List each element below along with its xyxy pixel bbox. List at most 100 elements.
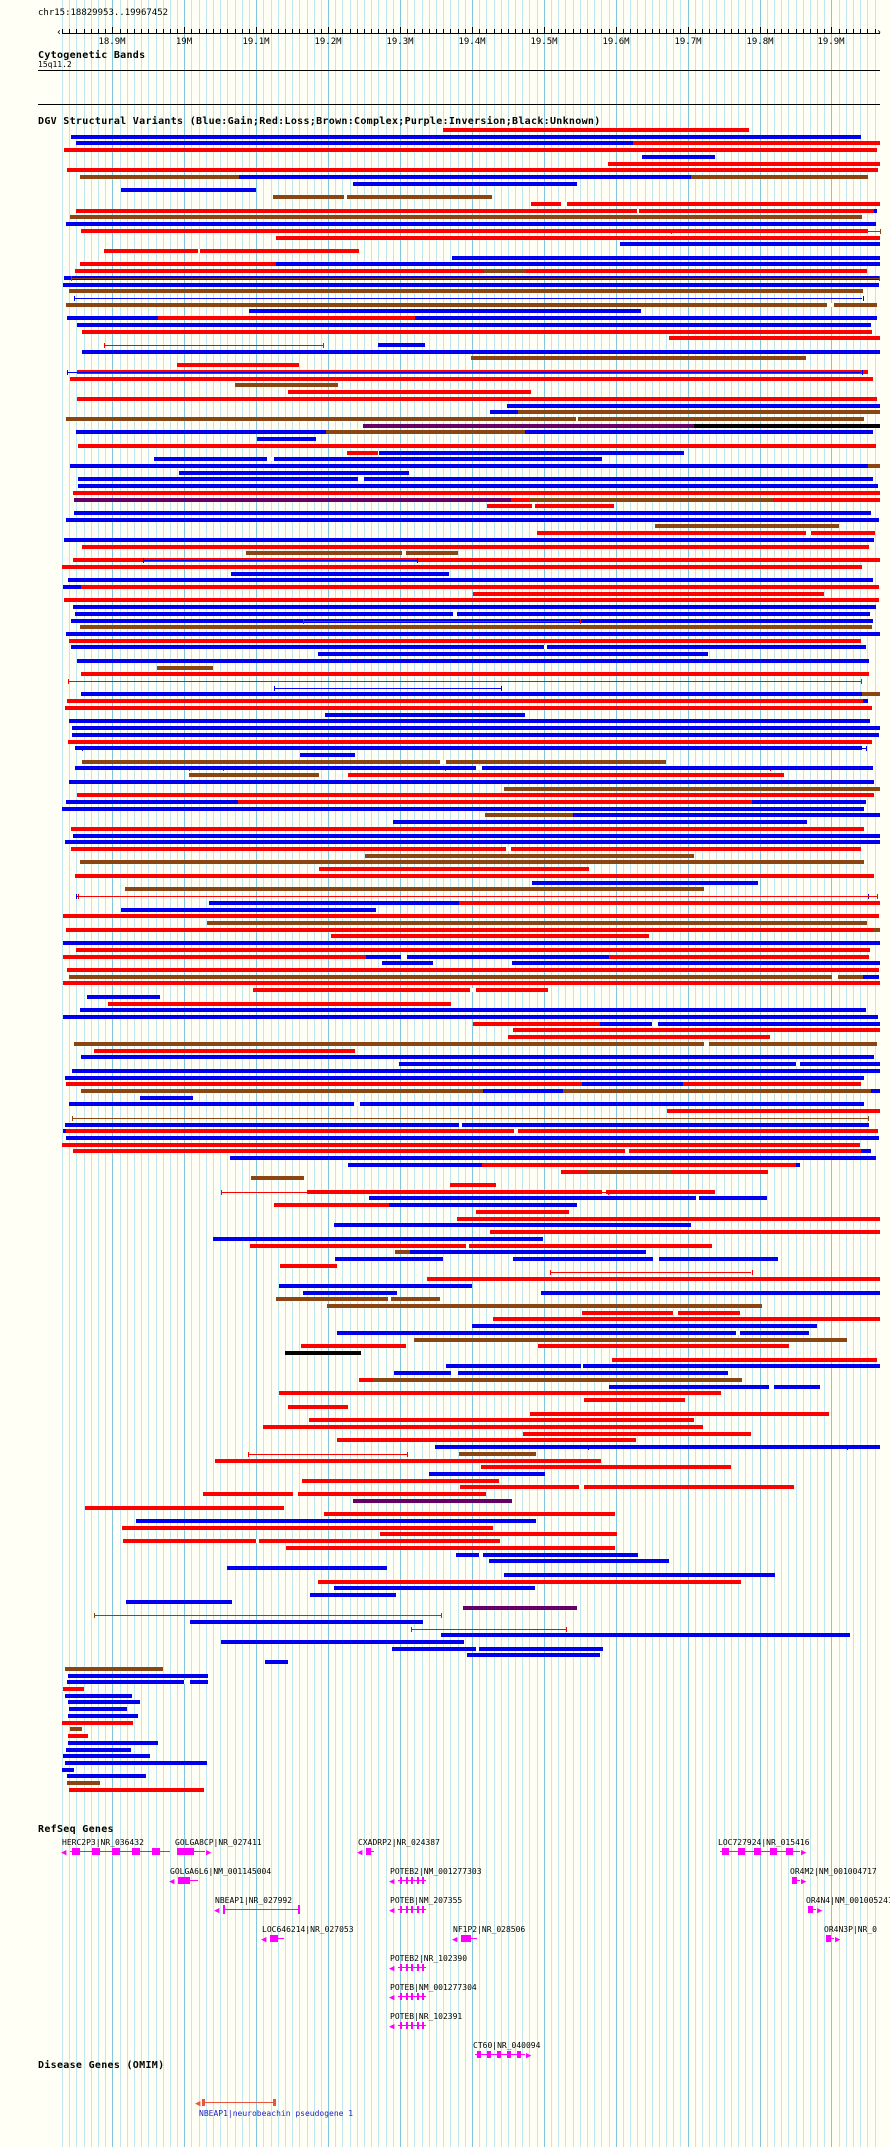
variant-bar[interactable] bbox=[123, 1539, 500, 1543]
variant-bar[interactable] bbox=[75, 612, 870, 616]
variant-bar[interactable] bbox=[62, 565, 862, 569]
variant-bar[interactable] bbox=[366, 955, 609, 959]
gene-exon[interactable] bbox=[92, 1848, 100, 1855]
variant-bar[interactable] bbox=[456, 1553, 638, 1557]
variant-bar[interactable] bbox=[331, 934, 649, 938]
variant-bar[interactable] bbox=[584, 1398, 685, 1402]
variant-bar[interactable] bbox=[81, 692, 862, 696]
variant-bar[interactable] bbox=[608, 162, 880, 166]
gene-exon[interactable] bbox=[406, 1964, 408, 1971]
variant-bar[interactable] bbox=[81, 672, 869, 676]
variant-bar[interactable] bbox=[177, 363, 299, 367]
variant-bar[interactable] bbox=[353, 182, 577, 186]
variant-bar[interactable] bbox=[626, 424, 880, 428]
variant-bar[interactable] bbox=[66, 928, 873, 932]
variant-bar[interactable] bbox=[286, 1546, 615, 1550]
variant-bar[interactable] bbox=[73, 834, 873, 838]
variant-bar[interactable] bbox=[239, 175, 691, 179]
variant-bar[interactable] bbox=[457, 1217, 880, 1221]
variant-bar[interactable] bbox=[257, 437, 316, 441]
variant-bar[interactable] bbox=[203, 1492, 486, 1496]
variant-bar[interactable] bbox=[467, 1653, 600, 1657]
variant-bar[interactable] bbox=[459, 901, 880, 905]
variant-bar[interactable] bbox=[382, 961, 433, 965]
gene-exon[interactable] bbox=[132, 1848, 140, 1855]
variant-bar[interactable] bbox=[231, 572, 449, 576]
variant-bar[interactable] bbox=[79, 840, 877, 844]
variant-bar[interactable] bbox=[68, 1714, 138, 1718]
variant-bar[interactable] bbox=[472, 1324, 600, 1328]
variant-bar[interactable] bbox=[74, 498, 875, 502]
gene-exon[interactable] bbox=[400, 1906, 402, 1913]
variant-bar[interactable] bbox=[504, 1573, 775, 1577]
variant-bar[interactable] bbox=[68, 1700, 140, 1704]
variant-bar[interactable] bbox=[588, 1170, 671, 1174]
variant-bar[interactable] bbox=[288, 390, 531, 394]
variant-bar[interactable] bbox=[67, 1774, 146, 1778]
variant-bar[interactable] bbox=[122, 1526, 493, 1530]
variant-bar[interactable] bbox=[452, 256, 880, 260]
gene-exon[interactable] bbox=[152, 1848, 160, 1855]
variant-bar[interactable] bbox=[68, 1734, 88, 1738]
variant-bar[interactable] bbox=[108, 1002, 451, 1006]
gene-exon[interactable] bbox=[417, 1877, 419, 1884]
variant-bar[interactable] bbox=[489, 1559, 669, 1563]
variant-bar[interactable] bbox=[471, 356, 806, 360]
variant-bar[interactable] bbox=[429, 1472, 545, 1476]
variant-bar[interactable] bbox=[538, 1344, 789, 1348]
variant-bar[interactable] bbox=[318, 1580, 741, 1584]
variant-bar[interactable] bbox=[72, 1069, 873, 1073]
gene-exon[interactable] bbox=[417, 1964, 419, 1971]
variant-bar[interactable] bbox=[303, 1291, 397, 1295]
gene-exon[interactable] bbox=[417, 2022, 419, 2029]
gene-exon[interactable] bbox=[411, 1906, 413, 1913]
variant-bar[interactable] bbox=[373, 1378, 742, 1382]
variant-bar[interactable] bbox=[473, 592, 824, 596]
variant-bar[interactable] bbox=[324, 1512, 615, 1516]
variant-bar[interactable] bbox=[565, 148, 738, 152]
variant-bar[interactable] bbox=[301, 1344, 406, 1348]
variant-bar[interactable] bbox=[633, 141, 880, 145]
variant-bar[interactable] bbox=[76, 168, 878, 172]
variant-bar[interactable] bbox=[70, 215, 862, 219]
variant-bar[interactable] bbox=[263, 1425, 703, 1429]
variant-bar[interactable] bbox=[69, 780, 874, 784]
variant-bar[interactable] bbox=[81, 1055, 874, 1059]
gene-exon[interactable] bbox=[411, 1993, 413, 2000]
gene-exon[interactable] bbox=[270, 1935, 278, 1942]
variant-bar[interactable] bbox=[300, 753, 355, 757]
gene-exon[interactable] bbox=[477, 2051, 481, 2058]
variant-bar[interactable] bbox=[73, 706, 872, 710]
variant-bar[interactable] bbox=[71, 827, 864, 831]
variant-bar[interactable] bbox=[573, 813, 880, 817]
gene-exon[interactable] bbox=[406, 2022, 408, 2029]
variant-bar[interactable] bbox=[67, 1781, 100, 1785]
variant-bar[interactable] bbox=[80, 1008, 866, 1012]
variant-bar[interactable] bbox=[75, 269, 867, 273]
variant-bar[interactable] bbox=[77, 793, 874, 797]
variant-bar[interactable] bbox=[334, 1586, 535, 1590]
variant-bar[interactable] bbox=[71, 135, 861, 139]
variant-bar[interactable] bbox=[612, 1358, 877, 1362]
variant-bar[interactable] bbox=[369, 1196, 767, 1200]
variant-bar[interactable] bbox=[550, 1364, 880, 1368]
variant-bar[interactable] bbox=[460, 1485, 794, 1489]
variant-bar[interactable] bbox=[121, 188, 256, 192]
variant-bar[interactable] bbox=[63, 914, 879, 918]
omim-gene-exon[interactable] bbox=[273, 2099, 276, 2106]
variant-bar[interactable] bbox=[70, 1727, 82, 1731]
variant-bar[interactable] bbox=[66, 222, 876, 226]
variant-bar[interactable] bbox=[537, 531, 875, 535]
gene-exon[interactable] bbox=[507, 2051, 511, 2058]
variant-bar[interactable] bbox=[67, 968, 879, 972]
variant-bar[interactable] bbox=[69, 1707, 127, 1711]
variant-bar[interactable] bbox=[66, 303, 877, 307]
variant-bar[interactable] bbox=[482, 1163, 796, 1167]
variant-bar[interactable] bbox=[276, 236, 629, 240]
variant-bar[interactable] bbox=[74, 511, 871, 515]
variant-bar[interactable] bbox=[655, 524, 839, 528]
variant-bar[interactable] bbox=[443, 128, 749, 132]
variant-bar[interactable] bbox=[246, 551, 458, 555]
gene-exon[interactable] bbox=[786, 1848, 793, 1855]
gene-exon[interactable] bbox=[178, 1877, 190, 1884]
